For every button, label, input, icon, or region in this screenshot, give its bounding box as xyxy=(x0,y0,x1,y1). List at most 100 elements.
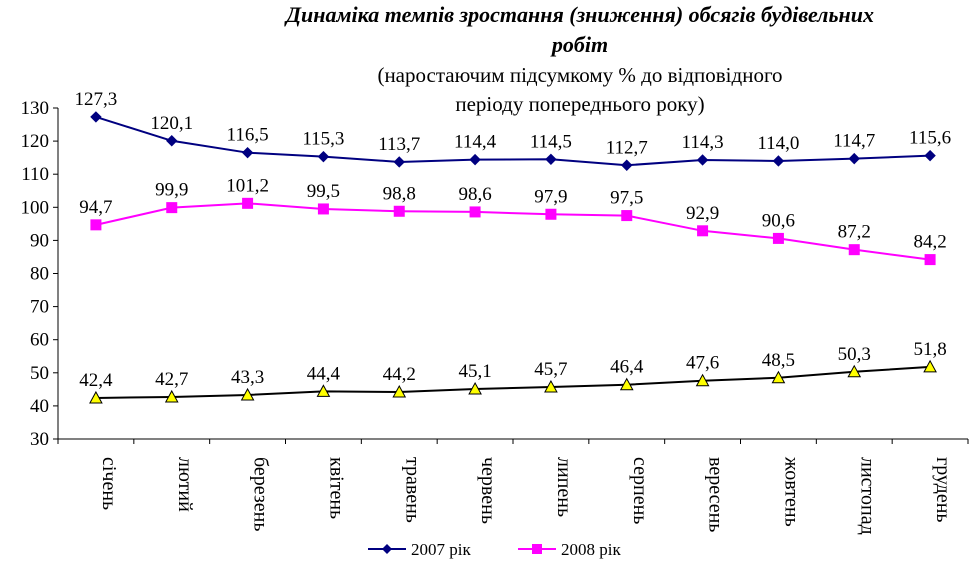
legend-item-1: 2007 рік xyxy=(368,540,471,559)
legend-marker xyxy=(532,544,542,554)
data-point xyxy=(90,219,102,231)
legend-item-2: 2008 рік xyxy=(518,540,621,559)
data-label: 51,8 xyxy=(913,339,946,360)
data-label: 50,3 xyxy=(838,344,871,365)
y-tick-label: 120 xyxy=(21,131,50,152)
series-3: 42,4 42,7 43,3 44,4 44,2 45,1 45,7 46,4 47,6 48,5… xyxy=(79,339,947,404)
x-category-label: лютий xyxy=(174,457,196,512)
data-point xyxy=(393,156,405,168)
data-point xyxy=(621,159,633,171)
legend-label: 2008 рік xyxy=(561,540,621,559)
legend-label: 2007 рік xyxy=(411,540,471,559)
data-label: 97,9 xyxy=(534,186,567,207)
data-label: 120,1 xyxy=(150,113,193,134)
data-label: 114,5 xyxy=(530,131,572,152)
series-line xyxy=(95,115,931,167)
chart-title-line-2: робіт xyxy=(550,32,608,57)
x-category-label: вересень xyxy=(705,457,727,532)
x-category-label: грудень xyxy=(932,457,954,523)
data-point xyxy=(771,370,786,384)
legend: 2007 рік 2008 рік xyxy=(368,540,621,559)
data-point xyxy=(164,389,179,403)
x-category-label: листопад xyxy=(856,457,878,535)
y-tick-label: 30 xyxy=(30,429,49,450)
data-label: 48,5 xyxy=(762,350,795,371)
x-category-label: липень xyxy=(553,457,575,517)
y-tick-label: 130 xyxy=(21,98,50,119)
x-category-label: травень xyxy=(401,457,423,523)
y-tick-label: 110 xyxy=(21,164,49,185)
data-point xyxy=(695,373,710,387)
data-point xyxy=(696,154,709,166)
y-tick-label: 90 xyxy=(30,230,49,251)
y-tick-label: 100 xyxy=(21,197,50,218)
data-point xyxy=(847,364,862,378)
data-point xyxy=(924,149,936,162)
data-point xyxy=(242,197,254,209)
data-point xyxy=(241,146,254,159)
data-label: 99,5 xyxy=(307,181,340,202)
data-label: 45,1 xyxy=(458,361,491,382)
data-point xyxy=(166,135,178,147)
data-label: 114,4 xyxy=(454,132,497,153)
y-tick-label: 60 xyxy=(30,330,49,351)
series-line xyxy=(95,365,931,399)
data-point xyxy=(848,244,860,256)
data-point xyxy=(924,254,936,266)
data-label: 42,7 xyxy=(155,369,188,390)
data-point xyxy=(166,202,178,214)
x-category-label: січень xyxy=(98,457,120,510)
data-label: 114,7 xyxy=(833,131,875,152)
series-line xyxy=(95,202,931,261)
data-label: 99,9 xyxy=(155,180,188,201)
data-point xyxy=(848,152,860,165)
data-label: 92,9 xyxy=(686,203,719,224)
data-label: 112,7 xyxy=(606,137,648,158)
data-point xyxy=(316,384,331,397)
x-category-label: серпень xyxy=(629,457,651,524)
y-tick-label: 70 xyxy=(30,297,49,318)
data-label: 47,6 xyxy=(686,353,719,374)
data-label: 98,8 xyxy=(383,183,416,204)
data-point xyxy=(468,381,482,395)
data-point xyxy=(392,384,407,398)
data-point xyxy=(317,203,329,215)
data-label: 94,7 xyxy=(79,197,112,218)
data-label: 97,5 xyxy=(610,188,643,209)
data-label: 87,2 xyxy=(838,222,871,243)
data-label: 43,3 xyxy=(231,367,264,388)
data-point xyxy=(317,150,330,163)
data-point xyxy=(469,153,481,166)
data-point xyxy=(772,232,784,244)
data-point xyxy=(619,377,634,391)
data-label: 98,6 xyxy=(458,184,491,205)
data-point xyxy=(923,359,937,373)
x-category-label: квітень xyxy=(325,457,347,519)
x-category-label: червень xyxy=(477,457,499,524)
data-point xyxy=(544,379,558,393)
data-label: 44,4 xyxy=(307,363,341,384)
data-label: 45,7 xyxy=(534,359,567,380)
axes: 30 40 50 60 70 80 90 100 110 120 130 січень лютий бер… xyxy=(21,98,969,535)
data-point xyxy=(89,390,103,404)
data-label: 127,3 xyxy=(75,89,118,110)
series-1: 127,3 120,1 116,5 115,3 113,7 114,4 114,5 112,7… xyxy=(75,89,951,171)
series-2: 94,7 99,9 101,2 99,5 98,8 98,6 97,9 97,5 92,9 90,… xyxy=(79,175,947,266)
y-tick-label: 40 xyxy=(30,396,49,417)
chart-subtitle-line-2: періоду попереднього року) xyxy=(455,92,704,116)
data-label: 115,3 xyxy=(302,129,344,150)
y-tick-label: 50 xyxy=(30,363,49,384)
data-point xyxy=(469,206,481,218)
data-point xyxy=(772,155,785,167)
data-point xyxy=(545,208,557,220)
chart-subtitle-line-1: (наростаючим підсумкому % до відповідног… xyxy=(377,63,782,87)
x-category-label: березень xyxy=(250,457,272,532)
data-label: 42,4 xyxy=(79,370,113,391)
data-label: 116,5 xyxy=(227,125,269,146)
data-point xyxy=(621,210,633,222)
data-label: 114,3 xyxy=(682,132,724,153)
data-point xyxy=(393,205,405,217)
data-point xyxy=(545,153,557,166)
data-label: 115,6 xyxy=(909,128,951,149)
